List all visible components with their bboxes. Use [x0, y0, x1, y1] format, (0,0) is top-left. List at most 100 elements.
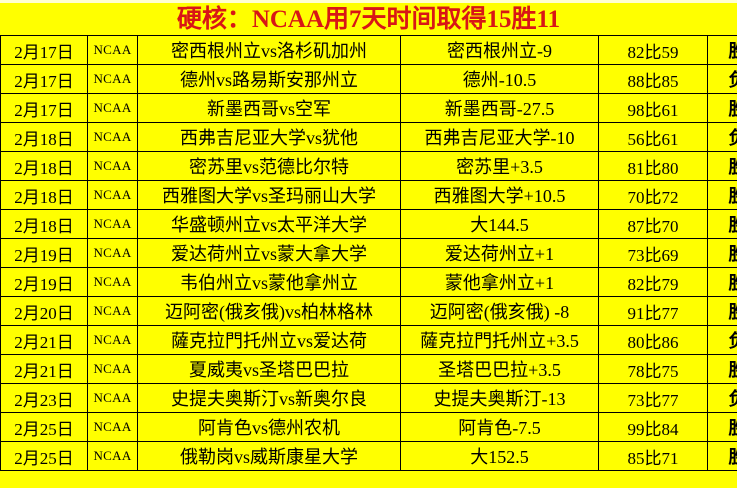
- cell-league: NCAA: [87, 180, 138, 210]
- cell-score: 78比75: [598, 354, 708, 384]
- cell-league: NCAA: [87, 64, 138, 94]
- cell-matchup: 阿肯色vs德州农机: [137, 412, 401, 442]
- cell-matchup: 华盛顿州立vs太平洋大学: [137, 209, 401, 239]
- cell-date: 2月20日: [0, 296, 88, 326]
- cell-score: 82比59: [598, 35, 708, 65]
- cell-handicap: 大144.5: [400, 209, 599, 239]
- cell-date: 2月23日: [0, 383, 88, 413]
- results-table-body: 2月17日NCAA密西根州立vs洛杉矶加州密西根州立-982比59胜2月17日N…: [0, 35, 737, 471]
- status-badge: 负: [707, 122, 737, 152]
- cell-league: NCAA: [87, 441, 138, 471]
- cell-matchup: 俄勒岗vs威斯康星大学: [137, 441, 401, 471]
- status-badge: 负: [707, 64, 737, 94]
- cell-matchup: 西弗吉尼亚大学vs犹他: [137, 122, 401, 152]
- status-badge: 胜: [707, 354, 737, 384]
- cell-matchup: 夏威夷vs圣塔巴巴拉: [137, 354, 401, 384]
- cell-score: 70比72: [598, 180, 708, 210]
- cell-league: NCAA: [87, 209, 138, 239]
- cell-handicap: 新墨西哥-27.5: [400, 93, 599, 123]
- cell-matchup: 西雅图大学vs圣玛丽山大学: [137, 180, 401, 210]
- cell-score: 56比61: [598, 122, 708, 152]
- cell-league: NCAA: [87, 296, 138, 326]
- cell-date: 2月18日: [0, 209, 88, 239]
- cell-handicap: 密西根州立-9: [400, 35, 599, 65]
- cell-score: 80比86: [598, 325, 708, 355]
- cell-score: 99比84: [598, 412, 708, 442]
- cell-score: 91比77: [598, 296, 708, 326]
- cell-handicap: 迈阿密(俄亥俄) -8: [400, 296, 599, 326]
- status-badge: 胜: [707, 93, 737, 123]
- cell-date: 2月18日: [0, 122, 88, 152]
- top-edge-strip: [0, 0, 737, 3]
- cell-date: 2月19日: [0, 238, 88, 268]
- status-badge: 胜: [707, 238, 737, 268]
- title-bar: 硬核：NCAA用7天时间取得15胜11: [0, 3, 737, 35]
- status-badge: 负: [707, 325, 737, 355]
- cell-league: NCAA: [87, 238, 138, 268]
- cell-league: NCAA: [87, 93, 138, 123]
- cell-score: 87比70: [598, 209, 708, 239]
- cell-handicap: 蒙他拿州立+1: [400, 267, 599, 297]
- cell-handicap: 大152.5: [400, 441, 599, 471]
- cell-date: 2月17日: [0, 93, 88, 123]
- cell-matchup: 密西根州立vs洛杉矶加州: [137, 35, 401, 65]
- cell-handicap: 圣塔巴巴拉+3.5: [400, 354, 599, 384]
- status-badge: 胜: [707, 180, 737, 210]
- cell-date: 2月17日: [0, 64, 88, 94]
- cell-league: NCAA: [87, 412, 138, 442]
- cell-date: 2月25日: [0, 412, 88, 442]
- cell-date: 2月18日: [0, 180, 88, 210]
- cell-score: 73比69: [598, 238, 708, 268]
- results-table: 2月17日NCAA密西根州立vs洛杉矶加州密西根州立-982比59胜2月17日N…: [0, 35, 737, 471]
- status-badge: 胜: [707, 412, 737, 442]
- cell-score: 88比85: [598, 64, 708, 94]
- cell-handicap: 爱达荷州立+1: [400, 238, 599, 268]
- cell-matchup: 韦伯州立vs蒙他拿州立: [137, 267, 401, 297]
- cell-league: NCAA: [87, 267, 138, 297]
- cell-date: 2月21日: [0, 354, 88, 384]
- cell-league: NCAA: [87, 354, 138, 384]
- status-badge: 胜: [707, 151, 737, 181]
- cell-score: 82比79: [598, 267, 708, 297]
- cell-league: NCAA: [87, 325, 138, 355]
- status-badge: 胜: [707, 35, 737, 65]
- cell-handicap: 薩克拉門托州立+3.5: [400, 325, 599, 355]
- cell-score: 73比77: [598, 383, 708, 413]
- status-badge: 胜: [707, 267, 737, 297]
- cell-league: NCAA: [87, 151, 138, 181]
- cell-league: NCAA: [87, 122, 138, 152]
- cell-date: 2月19日: [0, 267, 88, 297]
- cell-handicap: 德州-10.5: [400, 64, 599, 94]
- cell-league: NCAA: [87, 383, 138, 413]
- page-title: 硬核：NCAA用7天时间取得15胜11: [176, 5, 561, 33]
- cell-score: 85比71: [598, 441, 708, 471]
- cell-matchup: 史提夫奥斯汀vs新奥尔良: [137, 383, 401, 413]
- cell-handicap: 史提夫奥斯汀-13: [400, 383, 599, 413]
- cell-date: 2月21日: [0, 325, 88, 355]
- cell-matchup: 德州vs路易斯安那州立: [137, 64, 401, 94]
- cell-score: 81比80: [598, 151, 708, 181]
- cell-date: 2月25日: [0, 441, 88, 471]
- cell-matchup: 新墨西哥vs空军: [137, 93, 401, 123]
- cell-date: 2月17日: [0, 35, 88, 65]
- cell-matchup: 薩克拉門托州立vs爱达荷: [137, 325, 401, 355]
- cell-handicap: 西雅图大学+10.5: [400, 180, 599, 210]
- cell-date: 2月18日: [0, 151, 88, 181]
- cell-score: 98比61: [598, 93, 708, 123]
- status-badge: 胜: [707, 209, 737, 239]
